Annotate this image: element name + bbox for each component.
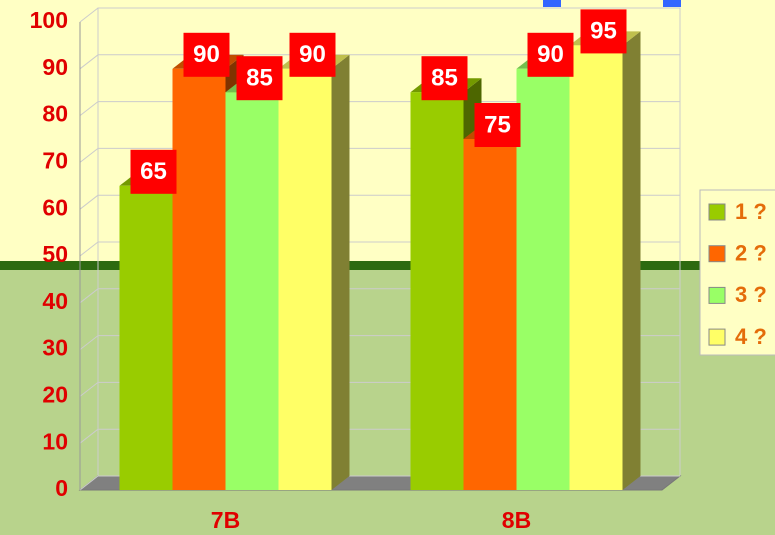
grid-line-side bbox=[79, 335, 99, 350]
handle bbox=[663, 0, 681, 7]
legend: 1 ? 2 ? 3 ? 4 ? bbox=[699, 189, 775, 356]
grid-line-side bbox=[79, 54, 99, 70]
x-tick-label: 8B bbox=[502, 507, 531, 533]
bar bbox=[172, 68, 226, 491]
bar bbox=[569, 45, 623, 491]
y-tick-label: 0 bbox=[55, 475, 68, 501]
grid-line-side bbox=[79, 148, 99, 163]
y-tick-label: 70 bbox=[42, 147, 68, 173]
legend-label: 2 ? bbox=[735, 241, 767, 266]
grid-line-side bbox=[79, 7, 99, 23]
data-label: 65 bbox=[140, 158, 167, 185]
y-tick-label: 40 bbox=[42, 288, 68, 314]
legend-label: 3 ? bbox=[735, 282, 767, 307]
data-label-box bbox=[421, 56, 468, 101]
y-tick-label: 80 bbox=[42, 101, 68, 127]
data-label-box bbox=[183, 32, 230, 77]
data-label: 90 bbox=[193, 41, 220, 68]
plot-area: 0 10 20 30 40 50 60 70 80 90 100 7B 8B 65 90 85 90 85 75 90… bbox=[30, 7, 682, 533]
legend-label: 4 ? bbox=[735, 324, 767, 349]
data-label-box bbox=[474, 103, 521, 147]
y-tick-label: 30 bbox=[42, 335, 68, 361]
legend-label: 1 ? bbox=[735, 199, 767, 224]
grid-line-side bbox=[79, 475, 99, 491]
bar-side bbox=[331, 54, 350, 491]
grid-line-side bbox=[79, 101, 99, 116]
background-top bbox=[0, 0, 775, 266]
bar bbox=[119, 185, 173, 491]
bar bbox=[278, 68, 332, 491]
data-label: 95 bbox=[590, 18, 617, 45]
data-label: 85 bbox=[431, 65, 458, 92]
data-label: 90 bbox=[299, 41, 326, 68]
data-label-box bbox=[527, 32, 574, 77]
legend-swatch bbox=[708, 203, 726, 221]
handle bbox=[543, 0, 561, 7]
data-label-box bbox=[236, 56, 283, 101]
bar bbox=[410, 92, 464, 490]
y-tick-label: 90 bbox=[42, 54, 68, 80]
y-tick-label: 20 bbox=[42, 381, 68, 407]
background-bottom bbox=[0, 266, 775, 535]
data-label-box bbox=[289, 32, 336, 77]
grid-line-side bbox=[79, 241, 99, 257]
legend-swatch bbox=[708, 245, 726, 263]
grid-line-side bbox=[79, 428, 99, 444]
legend-swatch bbox=[708, 286, 726, 304]
grid-line-side bbox=[79, 382, 99, 397]
data-label-box bbox=[580, 9, 627, 54]
y-tick-label: 50 bbox=[42, 241, 68, 267]
divider-band bbox=[0, 261, 775, 270]
x-tick-label: 7B bbox=[211, 507, 240, 533]
data-label: 90 bbox=[537, 41, 564, 68]
y-tick-label: 100 bbox=[30, 7, 68, 33]
bar bbox=[516, 68, 570, 491]
data-label: 85 bbox=[246, 65, 273, 92]
grid-line-side bbox=[79, 194, 99, 210]
data-label: 75 bbox=[484, 111, 511, 138]
y-tick-label: 60 bbox=[42, 194, 68, 220]
bar-side bbox=[622, 31, 641, 491]
data-label-box bbox=[130, 149, 177, 194]
y-tick-label: 10 bbox=[42, 428, 68, 454]
legend-swatch bbox=[708, 328, 726, 346]
bar bbox=[463, 139, 517, 490]
bar bbox=[225, 92, 279, 490]
grid-line-side bbox=[79, 288, 99, 304]
